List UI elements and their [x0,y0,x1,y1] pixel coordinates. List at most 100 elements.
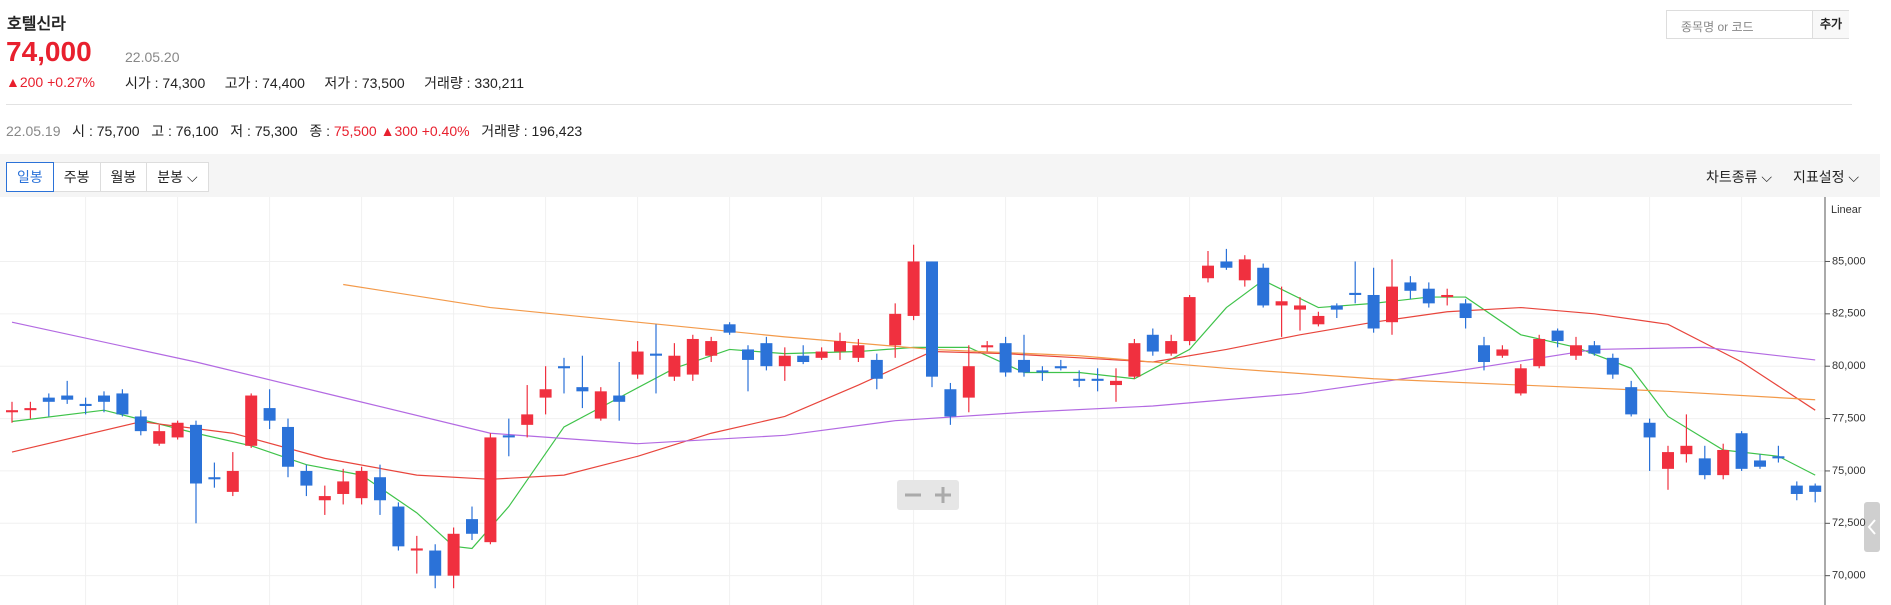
side-panel-tab[interactable] [1864,502,1880,552]
candle-body [1146,334,1159,352]
candle-body [650,353,662,356]
candle-body [61,395,74,400]
candle-body [1459,303,1472,319]
menu-indicators[interactable]: 지표설정 ⌵ [1793,169,1860,185]
candle-body [6,410,18,413]
candle-body [208,477,221,480]
candle-body [999,343,1012,373]
candle-body [889,313,902,346]
candle-body [742,349,754,360]
candle-body [1404,282,1417,291]
candle-body [24,408,37,411]
candle-body [1680,445,1693,455]
tab-chevron [1867,519,1876,535]
prev-close-label: 종 : [309,123,330,139]
prev-change-pct: +0.40% [421,123,470,139]
candle-body [1183,297,1196,342]
candle-body [42,397,55,402]
candle-body [1441,294,1454,298]
candle-body [410,548,423,551]
prev-high: 고 : 76,100 [151,123,219,139]
price: 74,000 [6,36,92,67]
prev-change-value: 300 [394,123,418,139]
high: 고가 : 74,400 [224,75,305,91]
period-buttons: 일봉 주봉 월봉 분봉 ⌵ [6,162,209,192]
candle-body [1220,261,1233,268]
candle-body [1496,349,1509,356]
candle-body [318,496,331,501]
candle-body [502,435,515,438]
candle-body [613,395,626,402]
change-pct: +0.27% [47,74,95,90]
candle-body [834,341,846,352]
candle-body [1257,267,1270,306]
candle-body [760,343,773,367]
candle-body [1606,357,1619,375]
candle-body [1312,315,1325,325]
y-tick-label: 85,000 [1832,255,1866,267]
candle-body [226,470,239,492]
divider [6,104,1852,105]
period-button[interactable]: 분봉 ⌵ [146,162,209,192]
candle-body [1643,422,1656,438]
candle-body [300,470,313,486]
candle-body [1570,345,1582,356]
stock-name: 호텔신라 [7,16,66,33]
candle-body [79,403,92,406]
menu-chart-type[interactable]: 차트종류 ⌵ [1706,169,1773,185]
candle-body [1128,343,1141,377]
candle-body [355,470,368,499]
candle-body [1478,345,1490,363]
candle-body [1386,286,1398,323]
candle-body [1036,370,1049,373]
y-tick-label: 72,500 [1832,517,1866,529]
candle-body [447,533,460,576]
menu-label: 지표설정 [1793,169,1845,185]
prev-close: 75,500 [333,123,377,139]
prev-date: 22.05.19 [6,123,61,139]
candle-body [944,389,957,417]
candle-body [245,395,258,446]
candle-body [797,355,810,363]
date: 22.05.20 [125,49,180,65]
candle-body [907,261,920,316]
candle-body [1588,345,1601,354]
period-button[interactable]: 주봉 [52,162,101,192]
moving-average [343,283,1816,401]
candle-body [778,355,791,367]
add-button[interactable]: 추가 [1812,11,1849,38]
candle-body [1422,288,1435,304]
candle-body [631,351,644,375]
candle-body [1073,378,1086,381]
y-tick-label: 77,500 [1832,412,1866,424]
y-tick-label: 80,000 [1832,360,1866,372]
period-button[interactable]: 월봉 [99,162,148,192]
y-tick-label: 75,000 [1832,465,1866,477]
candle-body [981,345,994,348]
candle-body [392,506,405,547]
candle-body [1367,294,1380,329]
chart: 70,000 72,500 75,000 77,500 80,000 82,500 85,0… [0,197,1880,605]
candle-body [1662,452,1674,469]
candle-body [484,437,497,543]
candle-body [1533,338,1546,367]
candle-body [1514,368,1527,394]
candle-body [1809,485,1822,492]
prev-change: ▲300 +0.40% [380,123,470,139]
candle-body [852,345,865,358]
candle-body [1754,460,1766,467]
candle-body [1698,458,1711,476]
period-button[interactable]: 일봉 [6,162,54,192]
candle-body [171,422,184,438]
candle-body [134,416,147,432]
candle-body [1275,301,1288,306]
search-input[interactable]: 종목명 or 코드 [1681,20,1754,34]
candle-body [576,387,589,392]
candle-body [521,414,534,425]
volume: 거래량 : 330,211 [424,75,524,91]
y-tick-label: 82,500 [1832,308,1866,320]
candle-body [1790,485,1803,494]
candle-body [1551,330,1564,342]
candle-body [668,355,681,377]
candle-body [1238,259,1251,281]
